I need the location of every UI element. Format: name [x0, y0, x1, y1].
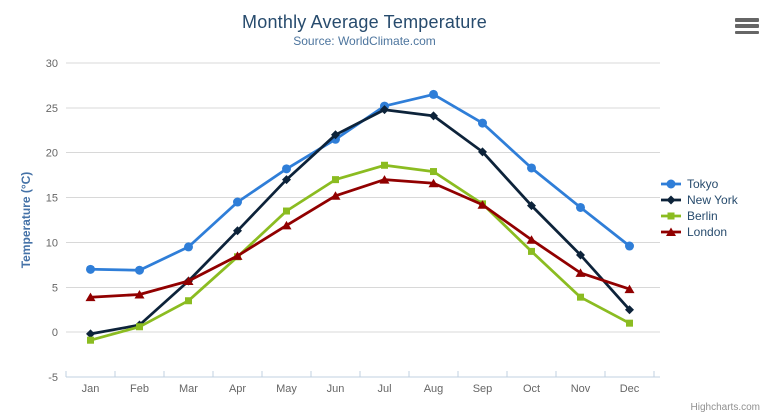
series-line-berlin	[89, 163, 631, 342]
marker-tokyo	[625, 241, 634, 251]
marker-new-york	[282, 175, 291, 185]
marker-london	[379, 175, 390, 184]
marker-berlin	[381, 161, 388, 169]
y-axis-label: 25	[46, 103, 58, 115]
marker-new-york	[233, 226, 242, 236]
y-axis-label: 15	[46, 193, 58, 205]
marker-new-york	[527, 201, 536, 211]
marker-new-york	[576, 250, 585, 260]
marker-london	[134, 289, 145, 299]
marker-berlin	[136, 323, 143, 331]
legend: Tokyo New York Berlin London	[660, 176, 738, 240]
legend-item-berlin[interactable]: Berlin	[660, 208, 738, 224]
legend-label: Berlin	[687, 209, 718, 223]
legend-label: New York	[687, 193, 738, 207]
marker-london	[477, 200, 488, 209]
chart-subtitle: Source: WorldClimate.com	[293, 34, 436, 48]
marker-berlin	[528, 247, 535, 255]
hamburger-icon[interactable]	[735, 18, 759, 34]
x-axis-label: Jan	[82, 383, 100, 395]
x-axis-label: Aug	[424, 383, 444, 395]
marker-new-york	[331, 130, 340, 140]
marker-tokyo	[282, 164, 291, 174]
legend-label: Tokyo	[687, 177, 719, 191]
x-axis-label: Nov	[571, 383, 591, 395]
legend-marker-triangle-icon	[661, 227, 681, 236]
y-axis-label: 0	[52, 327, 58, 339]
y-axis-label: 20	[46, 148, 58, 160]
marker-london	[183, 276, 194, 286]
legend-marker-square-icon	[661, 212, 681, 220]
y-axis-label: 30	[46, 58, 58, 70]
series-line-new-york	[89, 108, 631, 336]
marker-new-york	[429, 111, 438, 121]
marker-tokyo	[86, 264, 95, 274]
y-axis-label: 5	[52, 282, 58, 294]
marker-new-york	[380, 105, 389, 115]
x-axis-label: Jun	[327, 383, 345, 395]
marker-london	[330, 191, 341, 200]
marker-berlin	[185, 297, 192, 305]
legend-item-london[interactable]: London	[660, 224, 738, 240]
legend-item-tokyo[interactable]: Tokyo	[660, 176, 738, 192]
marker-tokyo	[429, 89, 438, 99]
x-axis-label: Oct	[523, 383, 540, 395]
marker-berlin	[626, 319, 633, 327]
legend-label: London	[687, 225, 728, 239]
marker-tokyo	[184, 242, 193, 252]
marker-tokyo	[576, 202, 585, 212]
chart-title: Monthly Average Temperature	[242, 12, 487, 32]
marker-london	[624, 284, 635, 294]
marker-new-york	[625, 305, 634, 315]
marker-new-york	[86, 329, 95, 339]
marker-berlin	[577, 293, 584, 301]
legend-marker-diamond-icon	[661, 195, 681, 205]
y-axis-label: 10	[46, 237, 58, 249]
marker-london	[85, 292, 96, 302]
marker-new-york	[478, 147, 487, 157]
legend-marker-circle-icon	[661, 179, 681, 189]
x-axis-label: Mar	[179, 383, 198, 395]
marker-tokyo	[527, 163, 536, 173]
marker-berlin	[332, 176, 339, 184]
legend-item-new-york[interactable]: New York	[660, 192, 738, 208]
x-axis-label: Apr	[229, 383, 246, 395]
x-axis-label: May	[276, 383, 297, 395]
marker-tokyo	[233, 197, 242, 207]
marker-london	[575, 268, 586, 277]
marker-tokyo	[135, 265, 144, 275]
y-axis-label: -5	[48, 372, 58, 384]
marker-london	[232, 251, 243, 260]
marker-london	[428, 178, 439, 188]
marker-london	[526, 235, 537, 244]
x-axis-label: Sep	[473, 383, 493, 395]
x-axis-label: Feb	[130, 383, 149, 395]
marker-london	[281, 220, 292, 230]
credits-link[interactable]: Highcharts.com	[690, 402, 760, 413]
marker-berlin	[87, 336, 94, 344]
x-axis-label: Dec	[620, 383, 640, 395]
marker-tokyo	[478, 118, 487, 128]
x-axis-label: Jul	[377, 383, 391, 395]
y-axis-title: Temperature (°C)	[19, 172, 33, 269]
series-line-london	[89, 178, 631, 299]
marker-berlin	[283, 207, 290, 215]
marker-berlin	[430, 168, 437, 176]
